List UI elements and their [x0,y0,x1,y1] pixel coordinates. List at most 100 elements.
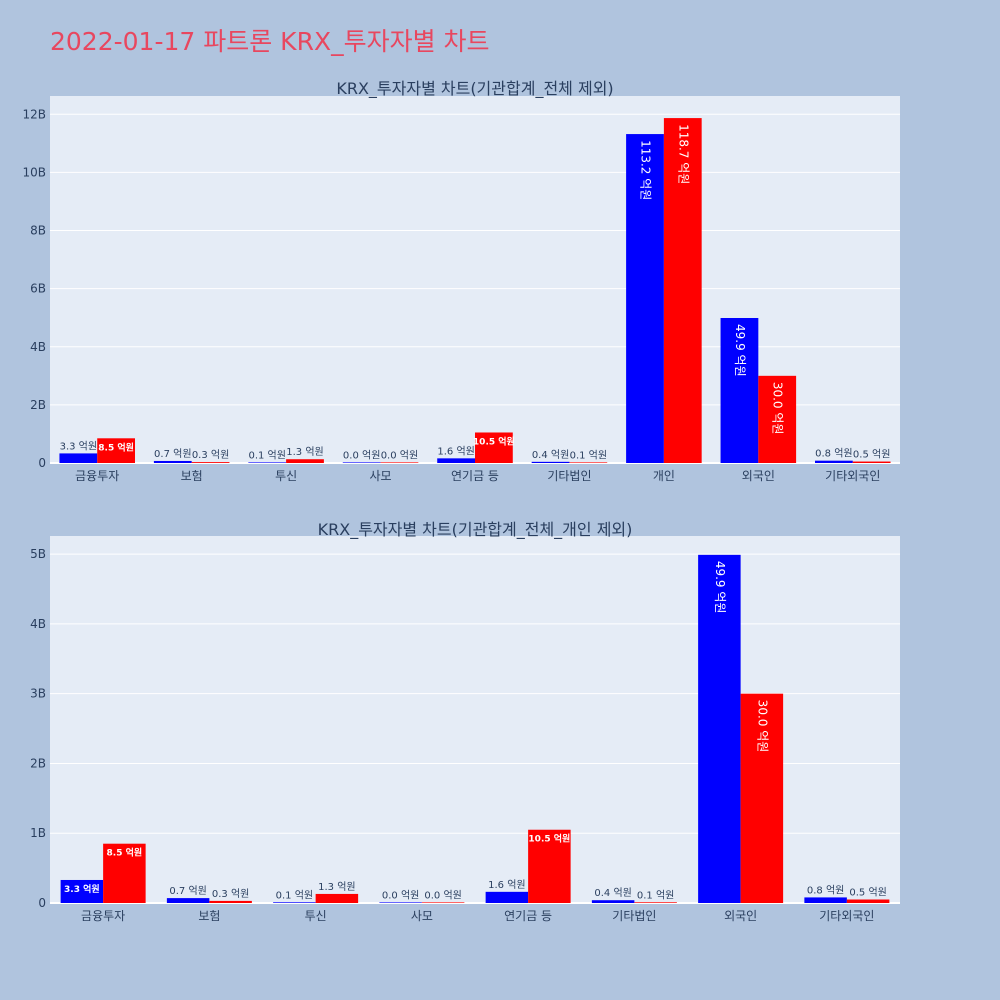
data-label: 0.0 억원 [424,889,461,901]
x-tick-label: 금융투자 [75,469,119,483]
data-label: 10.5 억원 [528,833,570,845]
data-label: 49.9 억원 [713,561,727,614]
bar [315,893,359,903]
x-tick-label: 사모 [370,469,392,483]
bar [97,438,135,463]
x-tick-label: 보험 [181,469,203,483]
data-label: 0.4 억원 [532,449,569,461]
chart-krx-investor-excl-individual: 0 1B 2B 3B 4B 5B KRX_투자자별 차트(기관합계_전체_개인 제외) 금융투… [30,520,900,923]
data-label: 1.6 억원 [437,445,474,457]
y-tick-label: 1B [30,826,46,840]
bar [569,462,608,463]
data-label: 0.5 억원 [853,449,890,461]
data-label: 113.2 억원 [639,140,653,200]
y-tick-label: 2B [30,756,46,770]
y-tick-label: 5B [30,547,46,561]
x-tick-label: 연기금 등 [451,469,499,483]
y-tick-label: 6B [30,282,46,296]
bar [815,460,853,463]
x-tick-label: 기타외국인 [825,469,880,483]
y-tick-label: 4B [30,617,46,631]
data-label: 0.1 억원 [248,449,285,461]
bar [379,902,422,903]
y-tick-label: 2B [30,398,46,412]
data-label: 1.6 억원 [488,879,525,891]
bar [209,900,252,903]
bar [698,554,741,903]
x-tick-label: 보험 [198,909,220,923]
data-label: 0.8 억원 [815,448,852,460]
bar [720,318,759,463]
bar [286,459,324,463]
x-tick-label: 외국인 [724,909,757,923]
bar [626,134,664,463]
x-tick-label: 기타외국인 [819,909,874,923]
x-tick-label: 투신 [305,909,327,923]
bar [475,432,513,463]
data-label: 0.0 억원 [382,889,419,901]
data-label: 1.3 억원 [318,881,355,893]
data-label: 49.9 억원 [733,324,747,377]
data-label: 0.3 억원 [192,449,229,461]
bar [485,891,529,903]
x-tick-label: 기타법인 [547,469,591,483]
data-label: 118.7 억원 [676,124,690,184]
data-label: 30.0 억원 [755,700,769,753]
data-label: 8.5 억원 [107,847,143,859]
bar [273,902,316,903]
x-tick-label: 사모 [411,909,433,923]
data-label: 0.4 억원 [594,887,631,899]
bar [153,460,192,463]
page-title: 2022-01-17 파트론 KRX_투자자별 차트 [50,27,490,56]
bar [531,461,570,463]
data-label: 0.1 억원 [276,889,313,901]
y-tick-label: 10B [22,165,46,179]
data-label: 0.1 억원 [570,449,607,461]
x-tick-label: 개인 [653,469,675,483]
bar [591,900,635,903]
bar [846,899,890,903]
bar [103,843,146,903]
x-tick-label: 외국인 [742,469,775,483]
x-tick-label: 투신 [275,469,297,483]
bar [248,462,287,463]
bar [852,461,891,463]
data-label: 0.5 억원 [849,887,886,899]
bar [758,375,797,463]
data-label: 3.3 억원 [60,440,97,452]
bar [437,458,475,463]
bar [634,902,677,903]
chart-title: KRX_투자자별 차트(기관합계_전체 제외) [336,79,613,99]
data-label: 0.0 억원 [343,449,380,461]
x-tick-label: 금융투자 [81,909,125,923]
bar [166,898,210,903]
y-tick-label: 8B [30,224,46,238]
data-label: 0.8 억원 [807,884,844,896]
data-label: 0.3 억원 [212,888,249,900]
y-tick-label: 4B [30,340,46,354]
data-label: 30.0 억원 [771,382,785,435]
y-tick-label: 0 [38,896,46,910]
bar [191,462,230,463]
data-label: 0.7 억원 [154,448,191,460]
bar [380,462,419,463]
data-label: 10.5 억원 [473,435,515,447]
bar [342,462,381,463]
data-label: 1.3 억원 [286,446,323,458]
data-label: 8.5 억원 [98,441,134,453]
bar [60,879,104,903]
y-tick-label: 3B [30,687,46,701]
data-label: 0.1 억원 [637,889,674,901]
y-tick-label: 0 [38,456,46,470]
data-label: 0.7 억원 [169,885,206,897]
x-tick-label: 연기금 등 [504,909,552,923]
data-label: 3.3 억원 [64,883,100,895]
y-tick-label: 12B [22,107,46,121]
bar [804,897,847,903]
bar [59,453,98,463]
bar [421,902,465,903]
chart-title: KRX_투자자별 차트(기관합계_전체_개인 제외) [318,520,633,540]
bar [740,693,784,903]
x-tick-label: 기타법인 [612,909,656,923]
data-label: 0.0 억원 [381,449,418,461]
